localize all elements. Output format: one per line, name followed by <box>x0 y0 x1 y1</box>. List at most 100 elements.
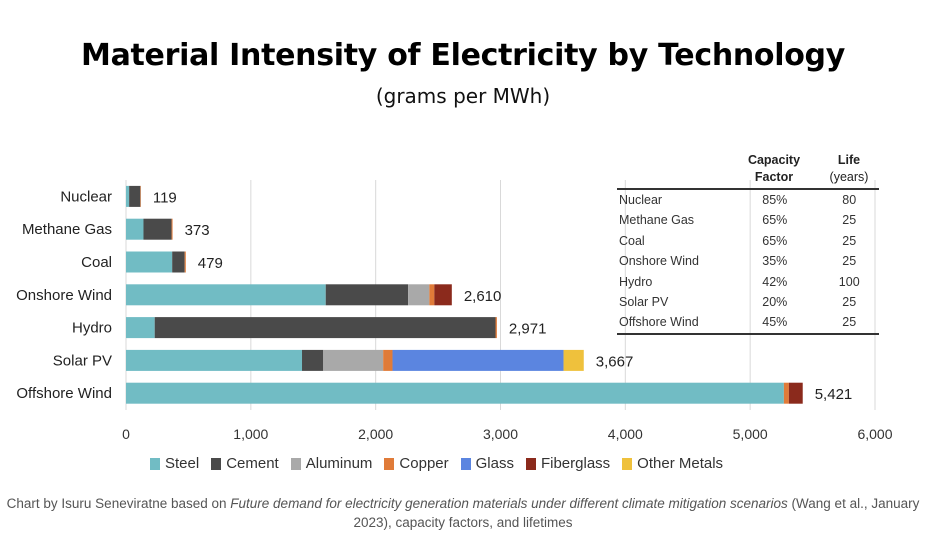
category-label-1: Methane Gas <box>22 221 112 238</box>
x-tick-label-4000: 4,000 <box>608 426 643 442</box>
bar-steel-3 <box>126 284 326 306</box>
row-capacity-factor: 65% <box>762 213 788 228</box>
chart-title: Material Intensity of Electricity by Tec… <box>81 38 845 73</box>
total-label-2: 479 <box>198 255 223 272</box>
category-label-2: Coal <box>81 254 112 271</box>
bar-steel-6 <box>126 382 784 404</box>
row-capacity-factor: 42% <box>762 274 788 289</box>
table-header: Capacity Factor Life (years) <box>617 152 879 190</box>
bar-copper-5 <box>383 349 393 371</box>
row-capacity-factor: 20% <box>762 294 788 309</box>
bar-copper-4 <box>495 317 497 339</box>
category-label-3: Onshore Wind <box>16 287 112 304</box>
legend-item-aluminum: Aluminum <box>290 455 372 472</box>
row-capacity-factor: 85% <box>762 193 788 207</box>
table-row: Hydro 42% 100 <box>617 272 879 292</box>
x-tick-label-3000: 3,000 <box>483 426 518 442</box>
row-capacity-factor: 45% <box>762 315 788 330</box>
bar-copper-1 <box>171 218 173 240</box>
row-life: 25 <box>842 315 857 330</box>
chart-legend: Steel Cement Aluminum Copper Glass Fiberglass… <box>150 455 735 472</box>
row-name: Methane Gas <box>619 213 695 228</box>
row-life: 25 <box>842 233 857 248</box>
total-label-0: 119 <box>153 189 177 206</box>
legend-label: Steel <box>165 455 200 472</box>
bar-fiberglass-6 <box>788 382 803 404</box>
category-label-6: Offshore Wind <box>16 385 112 402</box>
x-tick-label-6000: 6,000 <box>857 426 892 442</box>
legend-item-fiberglass: Fiberglass <box>525 455 611 472</box>
bar-aluminum-3 <box>408 284 430 306</box>
legend-item-copper: Copper <box>384 455 449 472</box>
header-capacity-factor: Capacity Factor <box>747 153 801 184</box>
bar-glass-5 <box>392 349 564 371</box>
table-row: Coal 65% 25 <box>617 231 879 251</box>
table-row: Nuclear 85% 80 <box>617 190 879 210</box>
bar-steel-2 <box>126 251 173 273</box>
bar-copper-2 <box>184 251 186 273</box>
legend-item-cement: Cement <box>211 455 279 472</box>
total-label-5: 3,667 <box>596 353 634 370</box>
legend-label: Fiberglass <box>540 455 611 472</box>
row-name: Offshore Wind <box>619 315 699 330</box>
legend-label: Copper <box>399 455 449 472</box>
total-label-1: 373 <box>185 222 210 239</box>
bar-steel-5 <box>126 349 303 371</box>
row-life: 100 <box>838 274 860 289</box>
legend-label: Other Metals <box>637 455 724 472</box>
bar-cement-0 <box>129 185 141 207</box>
table-bottom-rule <box>617 332 879 335</box>
legend-swatch <box>290 457 301 470</box>
category-label-0: Nuclear <box>60 188 112 205</box>
table-row: Onshore Wind 35% 25 <box>617 251 879 271</box>
bar-aluminum-5 <box>323 349 384 371</box>
bar-other-metals-5 <box>563 349 584 371</box>
chart-subtitle: (grams per MWh) <box>375 84 551 108</box>
row-life: 25 <box>842 254 857 269</box>
category-label-5: Solar PV <box>53 352 112 369</box>
legend-swatch <box>460 457 471 470</box>
legend-swatch <box>211 457 222 470</box>
bar-cement-5 <box>302 349 324 371</box>
capacity-life-table: Capacity Factor Life (years) Nuclear 85% 8… <box>617 152 879 335</box>
legend-swatch <box>622 457 633 470</box>
bar-copper-3 <box>429 284 435 306</box>
x-tick-label-0: 0 <box>122 426 130 442</box>
header-life: Life (years) <box>829 153 869 184</box>
table-row: Offshore Wind 45% 25 <box>617 312 879 332</box>
row-life: 25 <box>842 294 857 309</box>
table-row: Methane Gas 65% 25 <box>617 210 879 230</box>
table-row: Solar PV 20% 25 <box>617 292 879 312</box>
legend-label: Glass <box>475 455 514 472</box>
row-name: Onshore Wind <box>619 254 699 269</box>
bar-cement-3 <box>325 284 409 306</box>
bar-copper-0 <box>140 185 141 207</box>
legend-item-glass: Glass <box>460 455 514 472</box>
legend-item-other-metals: Other Metals <box>622 455 723 472</box>
category-label-4: Hydro <box>72 320 112 337</box>
bar-steel-0 <box>126 185 130 207</box>
row-name: Hydro <box>619 274 653 289</box>
legend-swatch <box>150 457 160 470</box>
legend-swatch <box>525 457 536 470</box>
row-name: Solar PV <box>619 294 669 309</box>
row-name: Coal <box>619 233 645 248</box>
row-capacity-factor: 35% <box>762 254 788 269</box>
legend-swatch <box>384 457 395 470</box>
bar-cement-4 <box>154 317 496 339</box>
x-tick-label-5000: 5,000 <box>733 426 768 442</box>
legend-item-steel: Steel <box>150 455 199 472</box>
total-label-4: 2,971 <box>509 321 547 338</box>
bar-copper-6 <box>783 382 789 404</box>
caption-source-title: Future demand for electricity generation… <box>230 496 788 511</box>
legend-label: Cement <box>226 455 279 472</box>
table-body: Nuclear 85% 80 Methane Gas 65% 25 Coal 65% 25 Ons… <box>617 190 879 333</box>
row-name: Nuclear <box>619 193 663 207</box>
total-label-6: 5,421 <box>815 386 853 403</box>
row-capacity-factor: 65% <box>762 233 788 248</box>
total-label-3: 2,610 <box>464 288 502 305</box>
x-tick-label-2000: 2,000 <box>358 426 393 442</box>
bar-cement-2 <box>172 251 185 273</box>
bar-steel-4 <box>126 317 155 339</box>
